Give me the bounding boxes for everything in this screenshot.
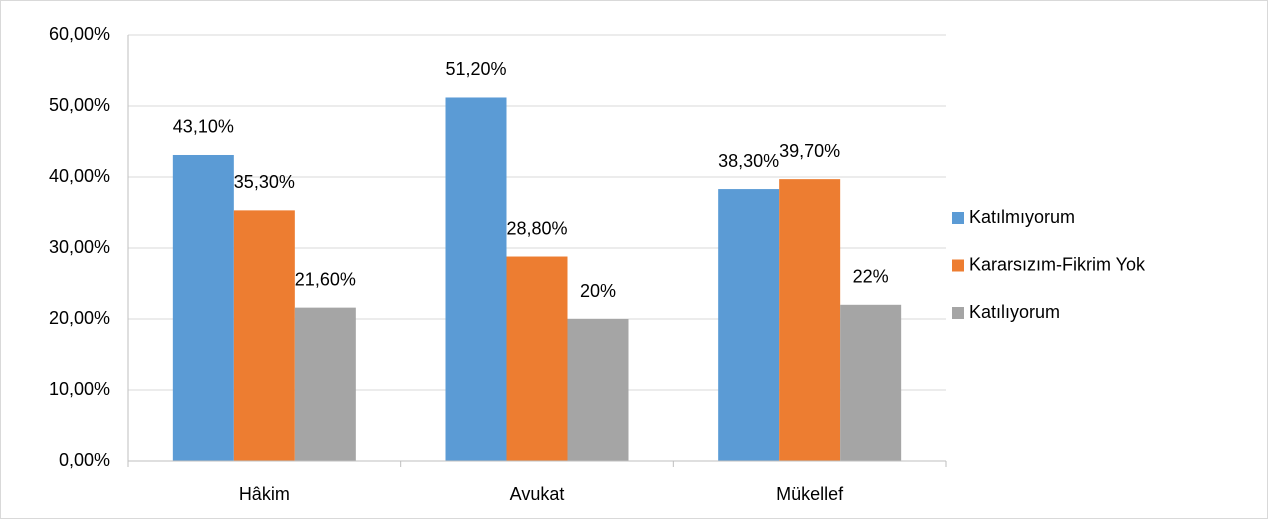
data-label: 28,80% (506, 218, 567, 238)
legend-label: Katılmıyorum (969, 207, 1075, 227)
bar (506, 256, 568, 461)
bar (567, 319, 629, 461)
data-label: 38,30% (718, 151, 779, 171)
data-label: 20% (580, 281, 616, 301)
legend-swatch (952, 307, 964, 319)
data-label: 43,10% (173, 117, 234, 137)
data-label: 39,70% (779, 141, 840, 161)
data-label: 35,30% (234, 172, 295, 192)
x-tick-label: Mükellef (776, 484, 844, 504)
bar (840, 304, 902, 461)
y-tick-label: 30,00% (49, 237, 110, 257)
legend-swatch (952, 259, 964, 272)
legend-swatch (952, 212, 964, 224)
y-tick-label: 40,00% (49, 166, 110, 186)
y-tick-label: 50,00% (49, 95, 110, 115)
x-tick-label: Avukat (510, 484, 565, 504)
bar (779, 179, 841, 461)
bar (718, 189, 780, 461)
data-label: 51,20% (445, 59, 506, 79)
y-tick-label: 0,00% (59, 450, 110, 470)
data-label: 22% (853, 267, 889, 287)
bar (445, 97, 507, 461)
bar (233, 210, 295, 461)
y-tick-label: 20,00% (49, 308, 110, 328)
x-tick-label: Hâkim (239, 484, 290, 504)
y-tick-label: 60,00% (49, 24, 110, 44)
y-tick-label: 10,00% (49, 379, 110, 399)
data-label: 21,60% (295, 269, 356, 289)
legend-label: Kararsızım-Fikrim Yok (969, 254, 1146, 274)
bar (172, 154, 234, 462)
bar (294, 307, 356, 461)
legend-label: Katılıyorum (969, 302, 1060, 322)
